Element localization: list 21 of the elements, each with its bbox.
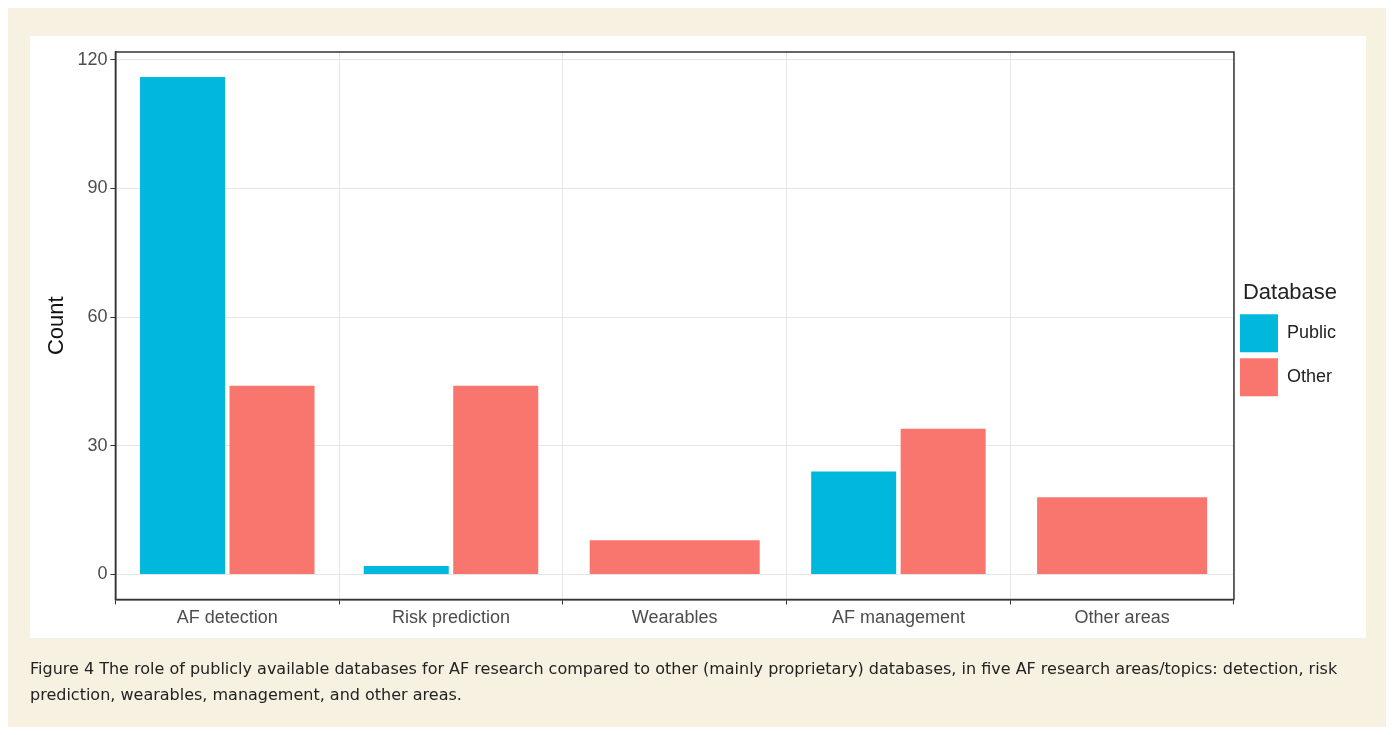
y-tick-label: 60	[87, 306, 108, 327]
x-tick-label: Wearables	[631, 607, 718, 628]
bar	[140, 76, 226, 575]
bar	[453, 385, 539, 575]
y-tick-label: 90	[87, 177, 108, 198]
caption: Figure 4 The role of publicly available databases for AF research compared to other (mainly proprietary) databases, in five AF research areas/topics: detection, risk prediction, wearables, management, and other areas.	[30, 658, 1339, 706]
legend-label: Public	[1286, 322, 1337, 343]
y-tick-label: 30	[87, 434, 108, 455]
legend-title: Database	[1242, 278, 1338, 304]
bar	[363, 565, 449, 575]
x-tick-label: Risk prediction	[391, 607, 511, 628]
x-tick-label: Other areas	[1074, 607, 1170, 628]
bar	[900, 428, 986, 575]
bar	[811, 471, 897, 575]
x-tick-label: AF management	[831, 607, 965, 628]
y-tick-label: 0	[97, 563, 108, 584]
x-tick-label: AF detection	[176, 607, 278, 628]
legend-label: Other	[1286, 366, 1333, 387]
bar	[229, 385, 315, 575]
y-tick-label: 120	[77, 48, 108, 69]
y-axis-title: Count	[43, 296, 69, 356]
